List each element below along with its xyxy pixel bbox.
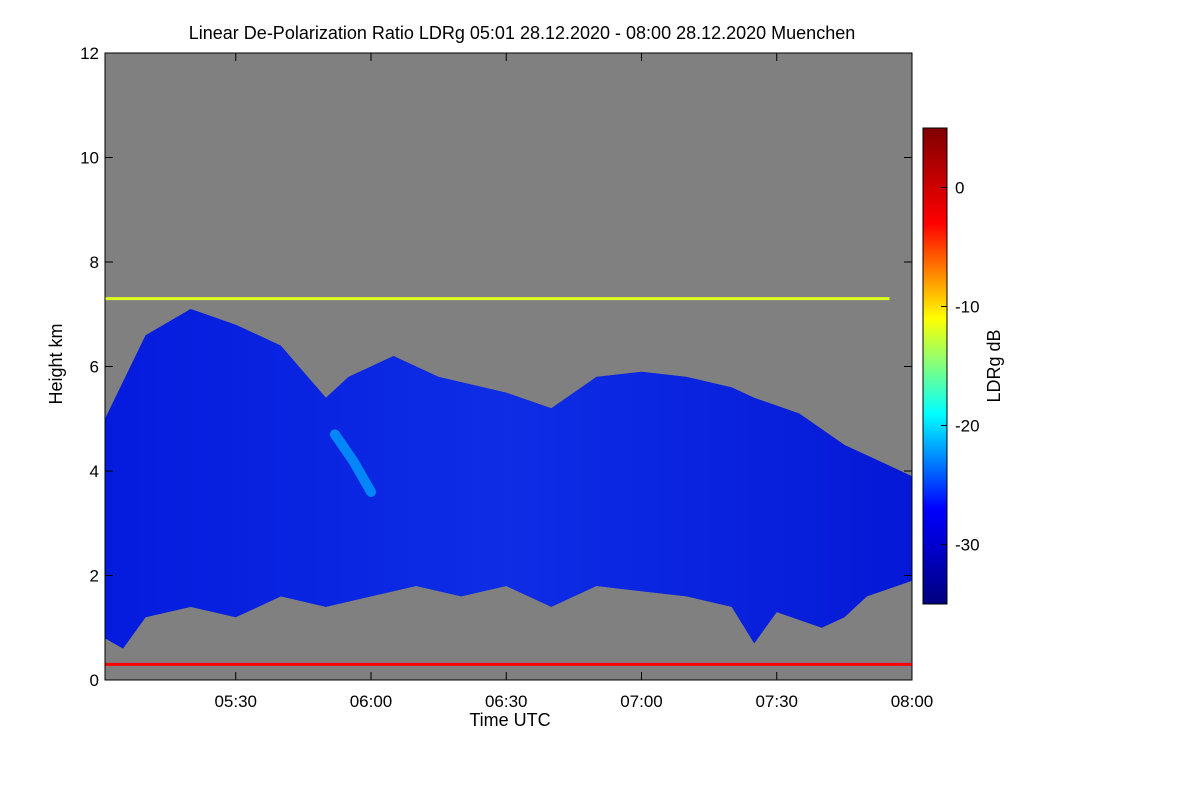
y-tick-label: 10 [80,149,99,168]
y-tick-label: 0 [90,671,99,690]
x-axis: 05:30 06:00 06:30 07:00 07:30 08:00 [214,53,933,711]
cloud-layer-texture [105,309,912,649]
y-tick-label: 6 [90,358,99,377]
x-axis-label: Time UTC [469,710,550,730]
y-tick-label: 4 [90,462,99,481]
chart-title: Linear De-Polarization Ratio LDRg 05:01 … [189,23,855,43]
data-layer [105,297,912,666]
colorbar-tick-label: -10 [955,298,980,317]
y-tick-label: 2 [90,567,99,586]
x-tick-label: 07:30 [755,692,798,711]
colorbar-label: LDRg dB [984,329,1004,402]
colorbar-tick-label: -30 [955,536,980,555]
colorbar-axis: 0 -10 -20 -30 [941,179,980,555]
colorbar-tick-label: 0 [955,179,964,198]
x-tick-label: 07:00 [620,692,663,711]
x-tick-label: 06:30 [485,692,528,711]
colorbar-tick-label: -20 [955,417,980,436]
x-tick-label: 05:30 [214,692,257,711]
x-tick-label: 06:00 [350,692,393,711]
y-axis-label: Height km [46,323,66,404]
colorbar [922,127,948,605]
y-axis: 0 2 4 6 8 10 12 [80,44,912,690]
y-tick-label: 12 [80,44,99,63]
y-tick-label: 8 [90,253,99,272]
bright-band [329,429,376,497]
x-tick-label: 08:00 [891,692,934,711]
